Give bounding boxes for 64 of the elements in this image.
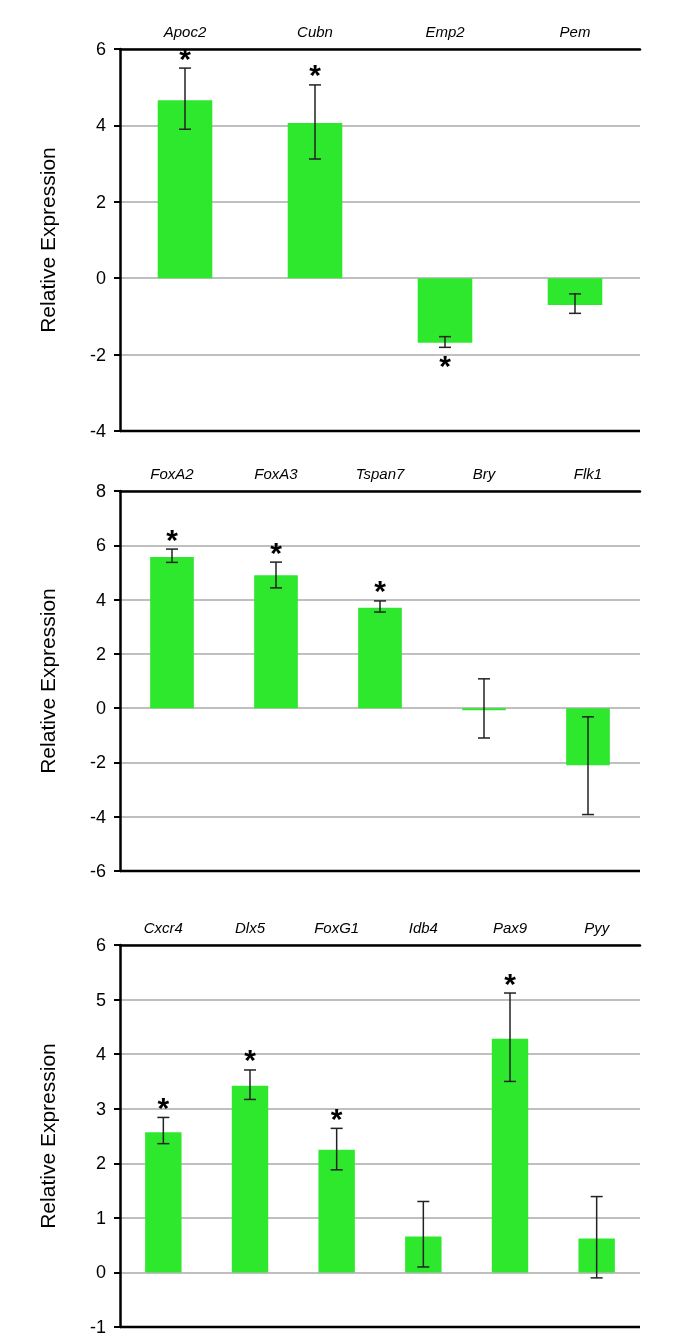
y-axis-title: Relative Expression: [36, 588, 59, 774]
bar: [254, 575, 298, 709]
bar: [157, 100, 213, 279]
bar: [578, 1238, 615, 1273]
annotation: *: [244, 1043, 257, 1077]
bar: [405, 1236, 442, 1273]
x-tick-label: Pax9: [492, 919, 528, 936]
x-tick-label: FoxG1: [314, 919, 360, 936]
annotation: *: [439, 348, 452, 382]
x-tick-label: Emp2: [425, 23, 466, 40]
bar: [145, 1132, 182, 1273]
y-axis-title: Relative Expression: [36, 147, 59, 333]
bar: [150, 556, 194, 709]
y-tick-label: 4: [95, 115, 106, 136]
y-tick-label: 0: [95, 1262, 106, 1283]
y-tick-label: 4: [95, 1044, 106, 1065]
y-tick-label: 8: [95, 481, 106, 501]
x-tick-label: Bry: [472, 465, 497, 482]
y-tick-label: 5: [95, 989, 106, 1010]
x-tick-label: Apoc2: [162, 23, 207, 40]
y-tick-label: -2: [89, 752, 106, 773]
x-tick-label: Pem: [559, 23, 591, 40]
annotation: *: [166, 522, 179, 556]
bar: [566, 708, 610, 766]
y-tick-label: 2: [95, 643, 106, 664]
annotation: *: [270, 535, 283, 569]
x-tick-label: Dlx5: [234, 919, 266, 936]
annotation: *: [157, 1090, 170, 1124]
y-tick-label: -4: [89, 421, 106, 441]
x-tick-label: FoxA2: [150, 465, 195, 482]
y-tick-label: 2: [95, 1153, 106, 1174]
y-tick-label: -4: [89, 806, 106, 827]
bar: [358, 607, 402, 709]
annotation: *: [504, 966, 517, 1000]
x-tick-label: Cubn: [297, 23, 333, 40]
x-tick-label: FoxA3: [254, 465, 299, 482]
y-tick-label: -6: [89, 861, 106, 881]
y-tick-label: 6: [95, 39, 106, 59]
y-tick-label: 6: [95, 935, 106, 955]
y-tick-label: 3: [95, 1098, 106, 1119]
y-tick-label: 4: [95, 589, 106, 610]
annotation: *: [179, 41, 192, 75]
y-tick-label: 6: [95, 535, 106, 556]
y-tick-label: 2: [95, 191, 106, 212]
y-axis-title: Relative Expression: [36, 1043, 59, 1229]
y-tick-label: 1: [95, 1207, 106, 1228]
annotation: *: [330, 1101, 343, 1135]
x-tick-label: Idb4: [408, 919, 438, 936]
annotation: *: [309, 58, 322, 92]
y-tick-label: -2: [89, 344, 106, 365]
bar: [547, 278, 603, 305]
x-tick-label: Cxcr4: [143, 919, 183, 936]
x-tick-label: Flk1: [573, 465, 603, 482]
bar: [318, 1149, 355, 1273]
bar: [231, 1085, 269, 1273]
bar: [417, 278, 473, 343]
y-tick-label: 0: [95, 698, 106, 719]
y-tick-label: 0: [95, 268, 106, 289]
bar: [491, 1038, 529, 1273]
bar: [287, 123, 343, 279]
y-tick-label: -1: [89, 1317, 106, 1337]
x-tick-label: Pyy: [584, 919, 611, 936]
x-tick-label: Tspan7: [355, 465, 405, 482]
annotation: *: [374, 574, 387, 608]
